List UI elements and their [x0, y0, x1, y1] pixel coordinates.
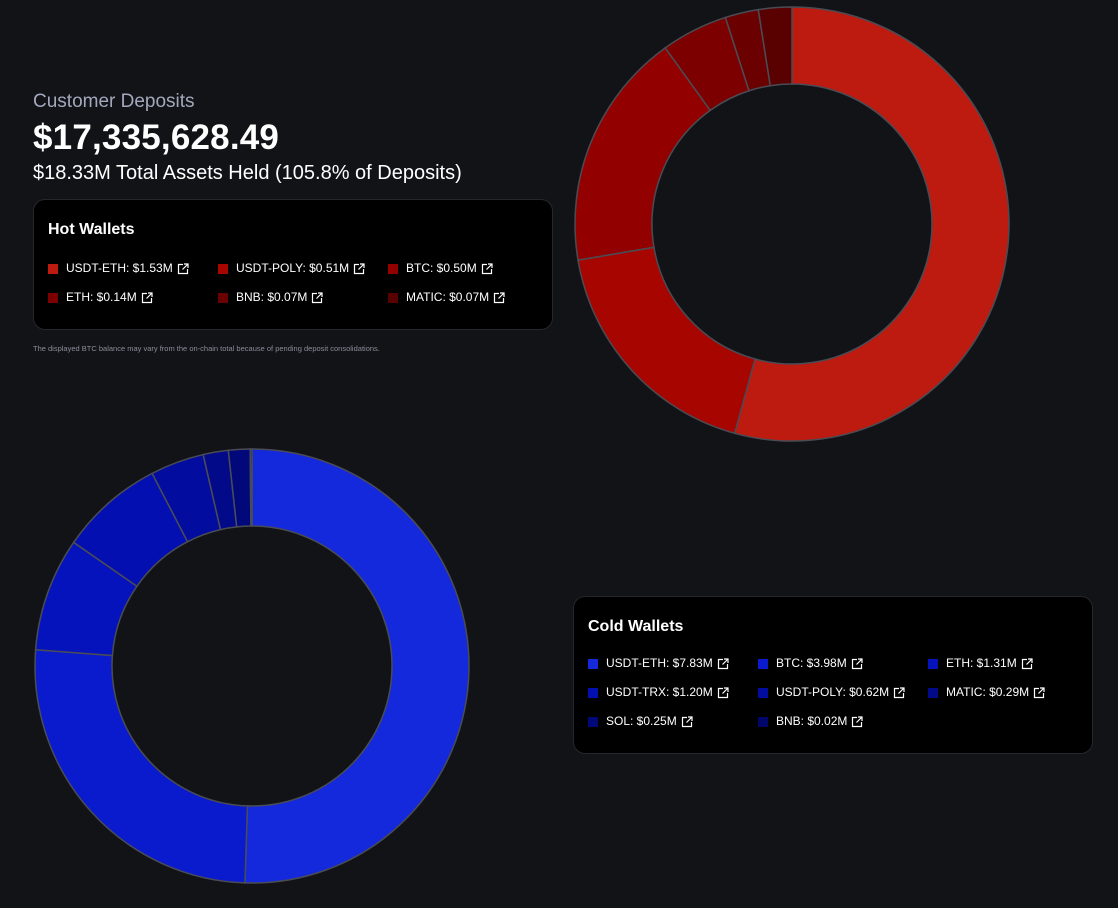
cold-wallet-legend-item[interactable]: USDT-POLY: $0.62M — [758, 684, 928, 701]
cold-wallet-legend-item[interactable]: USDT-ETH: $7.83M — [588, 655, 758, 672]
assets-held-summary: $18.33M Total Assets Held (105.8% of Dep… — [33, 162, 462, 184]
external-link-icon[interactable] — [1021, 657, 1033, 670]
cold-donut-slice-btc[interactable] — [34, 648, 249, 884]
legend-label: BNB: $0.07M — [236, 290, 308, 304]
legend-label: BTC: $3.98M — [776, 656, 847, 670]
legend-swatch — [48, 292, 58, 303]
hot-wallets-legend: USDT-ETH: $1.53M USDT-POLY: $0.51M BTC: $0… — [48, 260, 558, 306]
external-link-icon[interactable] — [717, 686, 729, 699]
external-link-icon[interactable] — [481, 262, 493, 275]
legend-label: BTC: $0.50M — [406, 261, 477, 275]
cold-wallet-legend-item[interactable]: MATIC: $0.29M — [928, 684, 1098, 701]
external-link-icon[interactable] — [717, 657, 729, 670]
cold-wallets-donut-chart — [34, 448, 470, 884]
legend-swatch — [928, 658, 938, 669]
legend-label: BNB: $0.02M — [776, 714, 848, 728]
cold-donut-slice-bnb[interactable] — [249, 448, 253, 527]
cold-wallet-legend-item[interactable]: BNB: $0.02M — [758, 713, 928, 730]
external-link-icon[interactable] — [311, 291, 323, 304]
legend-label: USDT-POLY: $0.51M — [236, 261, 350, 275]
legend-label: USDT-ETH: $7.83M — [606, 656, 713, 670]
cold-wallets-legend: USDT-ETH: $7.83M BTC: $3.98M ETH: $1.31M US… — [588, 655, 1098, 730]
legend-swatch — [388, 292, 398, 303]
cold-wallet-legend-item[interactable]: ETH: $1.31M — [928, 655, 1098, 672]
legend-swatch — [928, 687, 938, 698]
external-link-icon[interactable] — [177, 262, 189, 275]
cold-wallet-legend-item[interactable]: USDT-TRX: $1.20M — [588, 684, 758, 701]
legend-label: USDT-ETH: $1.53M — [66, 261, 173, 275]
cold-wallet-legend-item[interactable]: SOL: $0.25M — [588, 713, 758, 730]
external-link-icon[interactable] — [353, 262, 365, 275]
hot-donut-slice-usdt-poly[interactable] — [577, 246, 756, 435]
hot-wallets-title: Hot Wallets — [48, 221, 135, 238]
legend-label: USDT-POLY: $0.62M — [776, 685, 890, 699]
cold-wallets-title: Cold Wallets — [588, 618, 684, 635]
cold-wallet-legend-item[interactable]: BTC: $3.98M — [758, 655, 928, 672]
hot-wallet-legend-item[interactable]: USDT-POLY: $0.51M — [218, 260, 388, 277]
legend-label: MATIC: $0.29M — [946, 685, 1030, 699]
cold-donut-slice-usdt-eth[interactable] — [244, 448, 470, 884]
legend-label: SOL: $0.25M — [606, 714, 677, 728]
cold-wallets-card: Cold Wallets USDT-ETH: $7.83M BTC: $3.98M… — [573, 596, 1093, 754]
hot-wallet-legend-item[interactable]: BTC: $0.50M — [388, 260, 558, 277]
legend-swatch — [758, 716, 768, 727]
hot-wallet-legend-item[interactable]: BNB: $0.07M — [218, 289, 388, 306]
hot-wallet-legend-item[interactable]: USDT-ETH: $1.53M — [48, 260, 218, 277]
legend-label: ETH: $0.14M — [66, 290, 137, 304]
legend-label: USDT-TRX: $1.20M — [606, 685, 713, 699]
legend-swatch — [588, 687, 598, 698]
legend-label: MATIC: $0.07M — [406, 290, 490, 304]
external-link-icon[interactable] — [493, 291, 505, 304]
legend-swatch — [218, 263, 228, 274]
external-link-icon[interactable] — [1033, 686, 1045, 699]
deposits-amount: $17,335,628.49 — [33, 118, 280, 157]
hot-wallets-card: Hot Wallets USDT-ETH: $1.53M USDT-POLY: $… — [33, 199, 553, 330]
hot-wallets-donut-chart — [574, 6, 1010, 442]
deposits-summary: Customer Deposits $17,335,628.49 $18.33M… — [33, 90, 462, 186]
legend-swatch — [758, 658, 768, 669]
btc-balance-footnote: The displayed BTC balance may vary from … — [33, 344, 380, 353]
legend-label: ETH: $1.31M — [946, 656, 1017, 670]
legend-swatch — [588, 658, 598, 669]
external-link-icon[interactable] — [141, 291, 153, 304]
external-link-icon[interactable] — [851, 715, 863, 728]
hot-donut-slice-usdt-eth[interactable] — [733, 6, 1010, 442]
external-link-icon[interactable] — [893, 686, 905, 699]
hot-donut-slice-matic[interactable] — [757, 6, 793, 87]
external-link-icon[interactable] — [681, 715, 693, 728]
legend-swatch — [48, 263, 58, 274]
legend-swatch — [218, 292, 228, 303]
legend-swatch — [588, 716, 598, 727]
legend-swatch — [758, 687, 768, 698]
legend-swatch — [388, 263, 398, 274]
external-link-icon[interactable] — [851, 657, 863, 670]
deposits-label: Customer Deposits — [33, 91, 195, 112]
hot-wallet-legend-item[interactable]: MATIC: $0.07M — [388, 289, 558, 306]
hot-wallet-legend-item[interactable]: ETH: $0.14M — [48, 289, 218, 306]
